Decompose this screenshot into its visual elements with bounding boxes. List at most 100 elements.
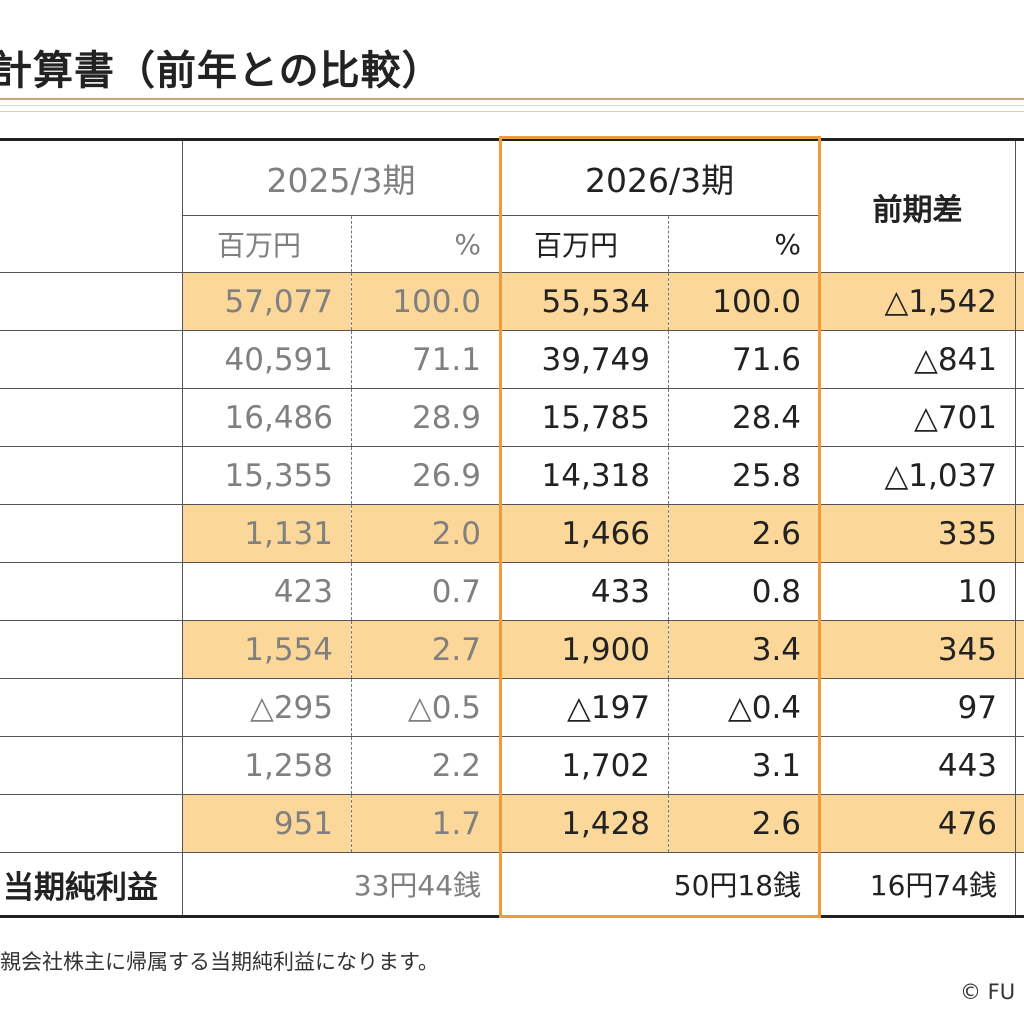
eps-curr-cell: 50円18銭 bbox=[499, 852, 821, 918]
diff-cell: △841 bbox=[819, 330, 1017, 389]
row-label-cell bbox=[0, 504, 183, 563]
prev-pct-cell: 2.0 bbox=[350, 504, 501, 563]
row-label-cell bbox=[0, 272, 183, 331]
diff-cell: 476 bbox=[819, 794, 1017, 853]
row-label-cell bbox=[0, 562, 183, 621]
table-row: 15,355 26.9 14,318 25.8 △1,037 bbox=[0, 446, 1024, 505]
footnote: 親会社株主に帰属する当期純利益になります。 bbox=[0, 950, 439, 974]
curr-amount-cell: 1,428 bbox=[499, 794, 670, 853]
extra-cell bbox=[1015, 736, 1024, 795]
title-underline-rule bbox=[0, 98, 1024, 100]
curr-pct-cell: 2.6 bbox=[668, 794, 821, 853]
row-label-cell bbox=[0, 620, 183, 679]
header-period-2025: 2025/3期 bbox=[181, 138, 501, 216]
header-period-2026: 2026/3期 bbox=[499, 138, 821, 216]
prev-amount-cell: 1,258 bbox=[182, 736, 352, 795]
curr-pct-cell: 28.4 bbox=[668, 388, 821, 447]
prev-amount-cell: 1,131 bbox=[182, 504, 352, 563]
prev-pct-cell: 26.9 bbox=[350, 446, 501, 505]
curr-pct-cell: 25.8 bbox=[668, 446, 821, 505]
curr-amount-cell: 15,785 bbox=[499, 388, 670, 447]
curr-pct-cell: 3.4 bbox=[668, 620, 821, 679]
diff-cell: 335 bbox=[819, 504, 1017, 563]
extra-cell bbox=[1015, 388, 1024, 447]
prev-amount-cell: 951 bbox=[182, 794, 352, 853]
extra-cell bbox=[1015, 446, 1024, 505]
diff-cell: 97 bbox=[819, 678, 1017, 737]
curr-amount-cell: 433 bbox=[499, 562, 670, 621]
prev-pct-cell: △0.5 bbox=[350, 678, 501, 737]
table-row: 57,077 100.0 55,534 100.0 △1,542 bbox=[0, 272, 1024, 331]
diff-cell: △1,542 bbox=[819, 272, 1017, 331]
curr-pct-cell: 100.0 bbox=[668, 272, 821, 331]
curr-amount-cell: 14,318 bbox=[499, 446, 670, 505]
prev-amount-cell: △295 bbox=[182, 678, 352, 737]
diff-cell: 345 bbox=[819, 620, 1017, 679]
prev-amount-cell: 57,077 bbox=[182, 272, 352, 331]
prev-amount-cell: 16,486 bbox=[182, 388, 352, 447]
extra-cell bbox=[1015, 620, 1024, 679]
prev-amount-cell: 40,591 bbox=[182, 330, 352, 389]
prev-pct-cell: 1.7 bbox=[350, 794, 501, 853]
prev-pct-cell: 2.7 bbox=[350, 620, 501, 679]
prev-pct-cell: 100.0 bbox=[350, 272, 501, 331]
header-row-periods: 2025/3期 2026/3期 前期差 bbox=[0, 138, 1024, 273]
extra-cell bbox=[1015, 562, 1024, 621]
table-row: 1,258 2.2 1,702 3.1 443 bbox=[0, 736, 1024, 795]
table-row: 1,554 2.7 1,900 3.4 345 bbox=[0, 620, 1024, 679]
header-extra-cell bbox=[1015, 138, 1024, 273]
income-statement-table: 2025/3期 2026/3期 前期差 百万円 % 百万円 % 57,077 10… bbox=[0, 138, 1024, 918]
unit-yen-2025: 百万円 bbox=[182, 215, 352, 273]
page-title: 計算書（前年との比較） bbox=[0, 48, 443, 94]
curr-pct-cell: △0.4 bbox=[668, 678, 821, 737]
curr-amount-cell: 1,702 bbox=[499, 736, 670, 795]
row-label-cell bbox=[0, 736, 183, 795]
table-row: 1,131 2.0 1,466 2.6 335 bbox=[0, 504, 1024, 563]
prev-pct-cell: 0.7 bbox=[350, 562, 501, 621]
header-label-cell bbox=[0, 138, 183, 273]
prev-pct-cell: 71.1 bbox=[350, 330, 501, 389]
row-label-cell bbox=[0, 388, 183, 447]
table-row: 16,486 28.9 15,785 28.4 △701 bbox=[0, 388, 1024, 447]
table-row-net-income-per-share: 当期純利益 33円44銭 50円18銭 16円74銭 bbox=[0, 852, 1024, 918]
table-row: 951 1.7 1,428 2.6 476 bbox=[0, 794, 1024, 853]
extra-cell bbox=[1015, 272, 1024, 331]
table-row: 40,591 71.1 39,749 71.6 △841 bbox=[0, 330, 1024, 389]
diff-cell: 443 bbox=[819, 736, 1017, 795]
curr-pct-cell: 3.1 bbox=[668, 736, 821, 795]
diff-cell: △701 bbox=[819, 388, 1017, 447]
curr-amount-cell: 1,466 bbox=[499, 504, 670, 563]
curr-amount-cell: 39,749 bbox=[499, 330, 670, 389]
prev-amount-cell: 423 bbox=[182, 562, 352, 621]
prev-pct-cell: 28.9 bbox=[350, 388, 501, 447]
prev-pct-cell: 2.2 bbox=[350, 736, 501, 795]
prev-amount-cell: 15,355 bbox=[182, 446, 352, 505]
extra-cell bbox=[1015, 330, 1024, 389]
title-underline-rule-gray bbox=[0, 105, 1024, 106]
diff-cell: 10 bbox=[819, 562, 1017, 621]
curr-amount-cell: 55,534 bbox=[499, 272, 670, 331]
row-label-cell bbox=[0, 678, 183, 737]
row-label-cell bbox=[0, 794, 183, 853]
title-underline-rule-light bbox=[0, 111, 1024, 112]
prev-amount-cell: 1,554 bbox=[182, 620, 352, 679]
unit-yen-2026: 百万円 bbox=[499, 215, 670, 273]
curr-pct-cell: 0.8 bbox=[668, 562, 821, 621]
unit-pct-2025: % bbox=[350, 215, 501, 273]
net-income-label: 当期純利益 bbox=[0, 852, 183, 918]
curr-amount-cell: △197 bbox=[499, 678, 670, 737]
table-row: 423 0.7 433 0.8 10 bbox=[0, 562, 1024, 621]
curr-pct-cell: 71.6 bbox=[668, 330, 821, 389]
curr-amount-cell: 1,900 bbox=[499, 620, 670, 679]
row-label-cell bbox=[0, 330, 183, 389]
eps-diff-cell: 16円74銭 bbox=[819, 852, 1017, 918]
extra-cell bbox=[1015, 852, 1024, 918]
table-row: △295 △0.5 △197 △0.4 97 bbox=[0, 678, 1024, 737]
diff-cell: △1,037 bbox=[819, 446, 1017, 505]
curr-pct-cell: 2.6 bbox=[668, 504, 821, 563]
copyright: © FU bbox=[960, 980, 1016, 1004]
extra-cell bbox=[1015, 504, 1024, 563]
header-diff: 前期差 bbox=[819, 138, 1017, 273]
unit-pct-2026: % bbox=[668, 215, 821, 273]
row-label-cell bbox=[0, 446, 183, 505]
